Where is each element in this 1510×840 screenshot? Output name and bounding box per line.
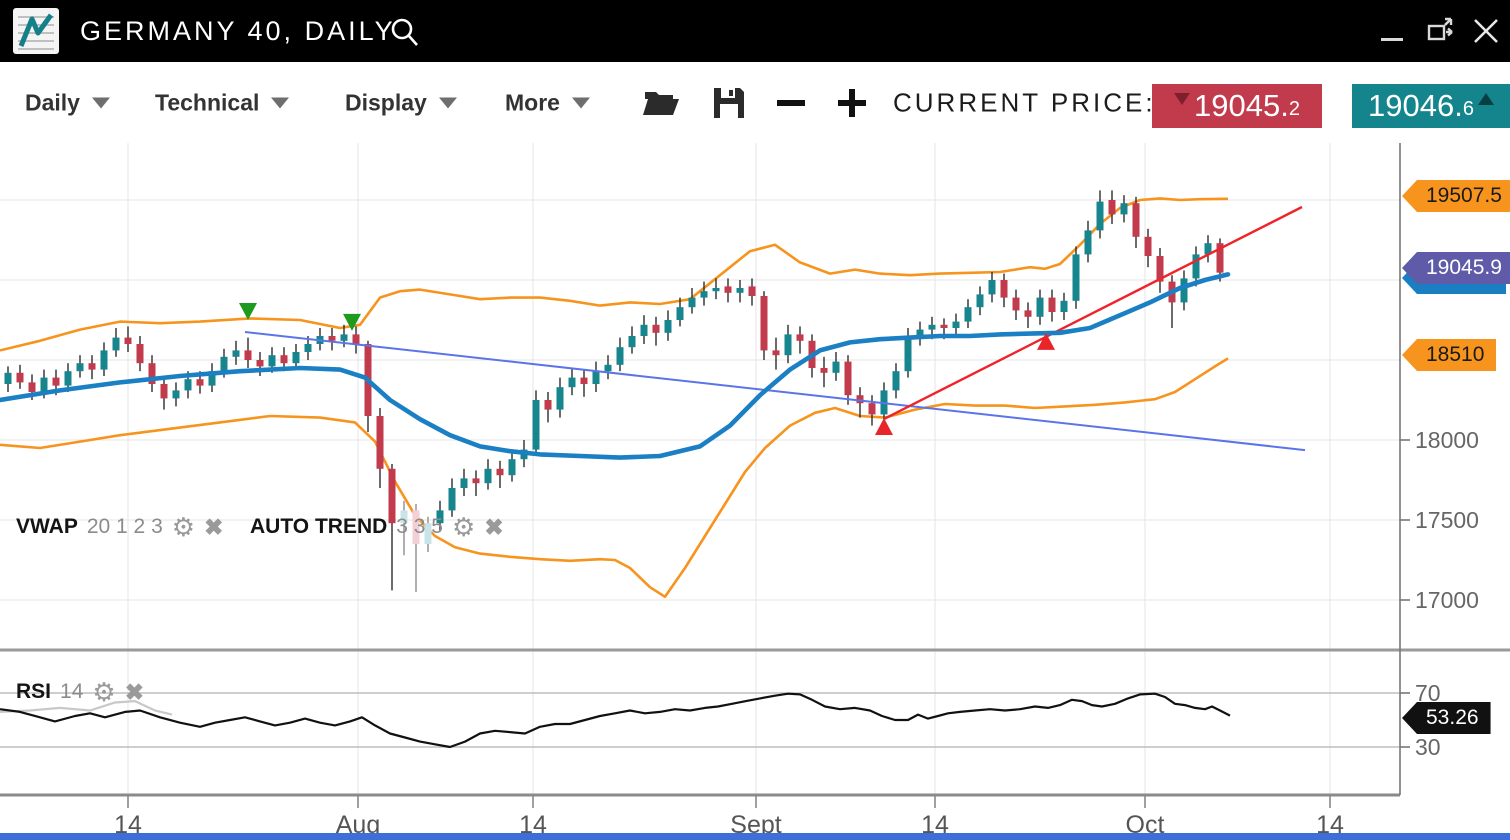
save-icon[interactable] <box>712 86 746 120</box>
sell-signal-marker <box>239 303 257 321</box>
chevron-down-icon <box>571 97 590 108</box>
menu-timeframe-label: Daily <box>25 89 80 115</box>
rsi-name: RSI <box>16 680 52 703</box>
indicator-label-auto-trend: AUTO TREND 3 3 5 ⚙ ✖ <box>250 512 504 542</box>
title-bar: GERMANY 40, DAILY <box>0 0 1510 62</box>
price-axis-label: 18000 <box>1415 427 1479 453</box>
expand-window-button[interactable] <box>1418 0 1462 62</box>
price-down-arrow-icon <box>1174 93 1191 105</box>
rsi-remove-icon[interactable]: ✖ <box>124 679 144 705</box>
rsi-line <box>0 692 1231 749</box>
app-logo-icon <box>13 8 59 54</box>
menu-display[interactable]: Display <box>345 89 457 116</box>
price-axis-tag: 19045.9 <box>1402 252 1510 284</box>
buy-signal-marker <box>875 418 893 436</box>
close-button[interactable] <box>1464 0 1508 62</box>
bottom-scroll-strip[interactable] <box>0 833 1510 840</box>
window-title: GERMANY 40, DAILY <box>80 16 396 46</box>
chevron-down-icon <box>91 97 110 108</box>
gridlines <box>0 143 1400 795</box>
menu-display-label: Display <box>345 89 427 115</box>
indicator-label-rsi: RSI 14 ⚙ ✖ <box>16 677 144 707</box>
trendlines <box>244 205 1306 452</box>
auto-trend-up <box>883 205 1303 421</box>
auto-trend-remove-icon[interactable]: ✖ <box>484 514 504 540</box>
minimize-button[interactable] <box>1372 0 1412 62</box>
vwap-name: VWAP <box>16 515 78 538</box>
sell-signal-marker <box>343 313 361 331</box>
menu-more[interactable]: More <box>505 89 590 116</box>
vwap-params: 20 1 2 3 <box>86 515 163 538</box>
chart-area[interactable]: 14 Aug 14 Sept 14 Oct 14 18000 17500 17000 70 30 VW… <box>0 143 1510 840</box>
price-axis-tag: 18510 <box>1402 339 1497 371</box>
vwap-line <box>0 272 1231 460</box>
open-folder-icon[interactable] <box>642 86 682 120</box>
rsi-early-line <box>0 699 173 716</box>
signal-markers <box>239 303 1055 436</box>
menu-technical[interactable]: Technical <box>155 89 290 116</box>
rsi-axis-label: 30 <box>1415 734 1441 760</box>
minimize-icon <box>1381 38 1403 41</box>
chevron-down-icon <box>438 97 457 108</box>
auto-trend-params: 3 3 5 <box>396 515 443 538</box>
ask-price-box[interactable]: 19046. 6 <box>1352 84 1510 128</box>
zoom-in-icon[interactable] <box>834 85 870 121</box>
price-up-arrow-icon <box>1477 93 1494 105</box>
band-lower-line <box>0 357 1229 599</box>
ask-price-value: 19046. <box>1368 88 1463 123</box>
indicator-label-vwap: VWAP 20 1 2 3 ⚙ ✖ <box>16 512 224 542</box>
rsi-panel <box>0 692 1231 749</box>
price-axis-label: 17000 <box>1415 587 1479 613</box>
auto-trend-settings-gear-icon[interactable]: ⚙ <box>452 512 476 542</box>
rsi-settings-gear-icon[interactable]: ⚙ <box>92 677 116 707</box>
menu-technical-label: Technical <box>155 89 260 115</box>
price-axis-label: 17500 <box>1415 507 1479 533</box>
close-icon <box>1474 19 1498 43</box>
toolbar: Daily Technical Display More CURRENT PRI… <box>0 62 1510 143</box>
menu-timeframe[interactable]: Daily <box>25 89 110 116</box>
price-axis-tag: 19507.5 <box>1402 180 1510 212</box>
candles <box>4 190 1224 592</box>
search-icon[interactable] <box>390 17 420 47</box>
band-upper-line <box>0 197 1229 352</box>
menu-more-label: More <box>505 89 560 115</box>
expand-window-icon <box>1427 17 1453 41</box>
auto-trend-name: AUTO TREND <box>250 515 388 538</box>
bid-price-box[interactable]: 19045. 2 <box>1152 84 1322 128</box>
vwap-settings-gear-icon[interactable]: ⚙ <box>171 512 196 542</box>
buy-signal-marker <box>1037 332 1055 350</box>
auto-trend-down <box>244 331 1306 452</box>
chevron-down-icon <box>271 97 290 108</box>
vwap-remove-icon[interactable]: ✖ <box>204 514 224 540</box>
price-axis-tag: 53.26 <box>1402 702 1491 734</box>
rsi-params: 14 <box>60 680 84 703</box>
zoom-out-icon[interactable] <box>774 86 808 120</box>
rsi-axis-label: 70 <box>1415 680 1441 706</box>
current-price-label: CURRENT PRICE: <box>893 87 1156 117</box>
bid-price-value: 19045. <box>1194 88 1289 123</box>
